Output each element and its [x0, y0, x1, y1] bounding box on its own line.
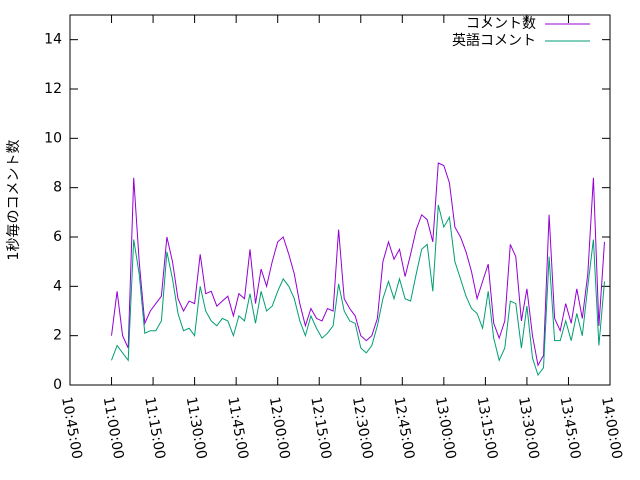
y-tick-label: 12 — [44, 81, 62, 97]
x-tick-label: 10:45:00 — [58, 396, 85, 461]
y-axis-label: 1秒毎のコメント数 — [6, 140, 22, 261]
legend-label: コメント数 — [466, 16, 536, 32]
x-tick-label: 12:00:00 — [266, 396, 293, 461]
series-line — [111, 204, 605, 377]
y-tick-label: 0 — [53, 377, 62, 393]
x-tick-label: 12:15:00 — [307, 396, 334, 461]
y-tick-label: 2 — [53, 328, 62, 344]
legend-label: 英語コメント — [452, 32, 536, 49]
x-tick-label: 13:00:00 — [432, 396, 459, 461]
x-tick-label: 14:00:00 — [598, 396, 625, 461]
plot-border — [69, 14, 611, 386]
series-line — [111, 162, 605, 367]
x-tick-label: 12:30:00 — [349, 396, 376, 461]
y-tick-label: 6 — [53, 229, 62, 245]
y-tick-label: 4 — [53, 278, 62, 294]
x-tick-label: 13:15:00 — [474, 396, 501, 461]
x-tick-label: 13:30:00 — [515, 396, 542, 461]
x-tick-label: 13:45:00 — [557, 396, 584, 461]
y-tick-label: 8 — [53, 180, 62, 196]
x-tick-label: 11:15:00 — [141, 396, 168, 461]
x-tick-label: 12:45:00 — [390, 396, 417, 461]
x-tick-label: 11:45:00 — [224, 396, 251, 461]
x-tick-label: 11:00:00 — [100, 396, 127, 461]
y-tick-label: 10 — [44, 130, 62, 146]
x-tick-label: 11:30:00 — [183, 396, 210, 461]
y-tick-label: 14 — [44, 32, 62, 48]
